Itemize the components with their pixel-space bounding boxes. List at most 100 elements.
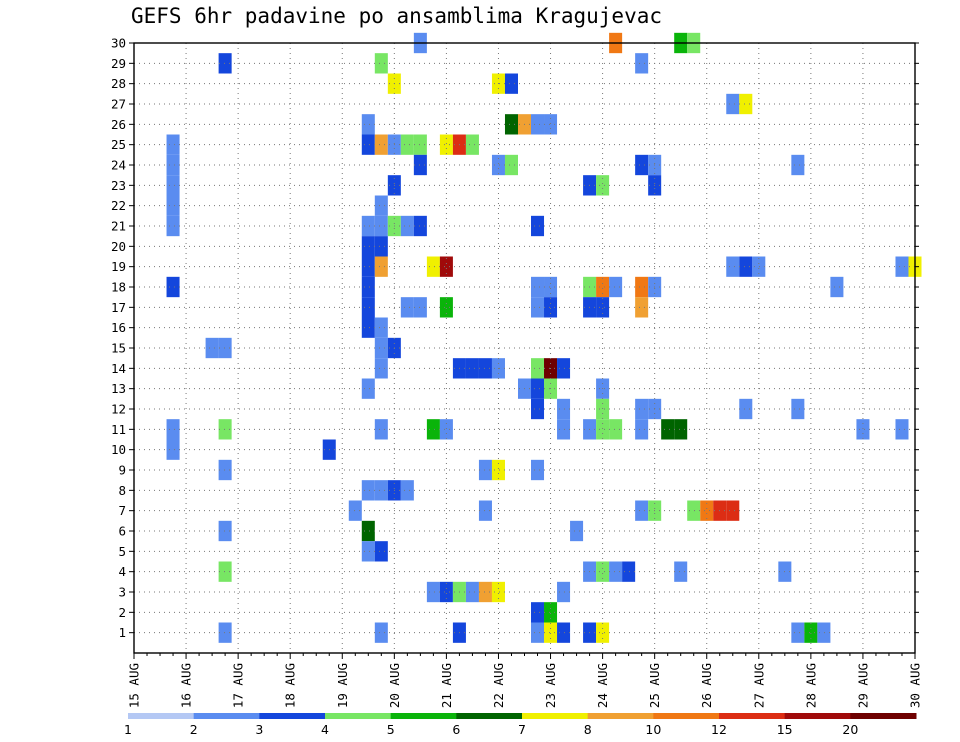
legend-label: 2 [190, 722, 198, 737]
heatmap-cell [361, 256, 375, 277]
heatmap-cell [361, 480, 375, 501]
y-tick-label: 21 [111, 219, 126, 234]
heatmap-cell [557, 419, 571, 440]
y-tick-label: 23 [111, 178, 126, 193]
y-tick-label: 6 [118, 524, 126, 539]
heatmap-cell [544, 114, 558, 135]
legend-swatch [456, 713, 523, 719]
y-tick-label: 30 [111, 36, 126, 51]
heatmap-cell [557, 358, 571, 379]
heatmap-cell [739, 256, 753, 277]
x-tick-label: 17 AUG [231, 663, 246, 708]
heatmap-cell [205, 337, 219, 359]
heatmap-cell [895, 419, 909, 440]
y-tick-label: 12 [111, 402, 126, 417]
heatmap-cell [544, 276, 558, 298]
heatmap-cell [218, 459, 232, 481]
color-legend: 1 2 3 4 5 6 7 8 10 12 15 20 [124, 713, 917, 737]
heatmap-cell [478, 500, 492, 521]
x-tick-label: 27 AUG [751, 663, 766, 708]
heatmap-cell [478, 358, 492, 379]
heatmap-cell [374, 622, 388, 643]
heatmap-cell [570, 520, 584, 542]
heatmap-cell [791, 398, 805, 420]
y-tick-label: 25 [111, 137, 126, 152]
heatmap-cell [830, 276, 844, 298]
heatmap-cell [166, 195, 180, 216]
legend-swatch [193, 713, 260, 719]
y-tick-label: 29 [111, 56, 126, 71]
heatmap-cell [361, 134, 375, 155]
heatmap-cell [804, 622, 818, 643]
heatmap-cell [739, 93, 753, 115]
heatmap-cell [531, 398, 545, 420]
x-tick-label: 24 AUG [595, 663, 610, 708]
heatmap-cell [504, 73, 518, 94]
heatmap-cell [374, 541, 388, 562]
y-tick-label: 28 [111, 76, 126, 91]
x-tick-label: 22 AUG [491, 663, 506, 708]
heatmap-cell [817, 622, 831, 643]
heatmap-cell [687, 500, 701, 521]
x-tick-label: 23 AUG [543, 663, 558, 708]
heatmap-cell [218, 561, 232, 582]
heatmap-cell [635, 500, 649, 521]
heatmap-cell [531, 622, 545, 643]
heatmap-cell [426, 581, 440, 603]
heatmap-cell [596, 561, 610, 582]
heatmap-cell [218, 53, 232, 74]
y-tick-label: 19 [111, 259, 126, 274]
legend-label: 4 [321, 722, 329, 737]
heatmap-cell [557, 622, 571, 643]
heatmap-cell [374, 53, 388, 74]
y-tick-label: 2 [118, 605, 126, 620]
heatmap-cell [166, 419, 180, 440]
y-tick-label: 20 [111, 239, 126, 254]
heatmap-cell [635, 53, 649, 74]
legend-label: 5 [387, 722, 395, 737]
cells-layer [166, 32, 922, 643]
heatmap-cell [426, 256, 440, 277]
x-tick-label: 19 AUG [335, 663, 350, 708]
heatmap-cell [218, 622, 232, 643]
x-tick-label: 18 AUG [283, 663, 298, 708]
heatmap-cell [361, 297, 375, 318]
heatmap-cell [478, 581, 492, 603]
heatmap-cell [504, 154, 518, 176]
heatmap-cell [726, 256, 740, 277]
heatmap-cell [413, 215, 427, 237]
heatmap-cell [166, 134, 180, 155]
heatmap-cell [491, 581, 505, 603]
x-tick-label: 30 AUG [908, 663, 923, 708]
heatmap-cell [374, 317, 388, 338]
legend-swatch [390, 713, 457, 719]
heatmap-cell [413, 297, 427, 318]
heatmap-cell [674, 419, 688, 440]
heatmap-cell [439, 581, 453, 603]
y-tick-label: 26 [111, 117, 126, 132]
x-tick-label: 28 AUG [803, 663, 818, 708]
heatmap-cell [374, 236, 388, 257]
heatmap-cell [531, 459, 545, 481]
heatmap-cell [557, 581, 571, 603]
y-tick-label: 24 [111, 158, 126, 173]
legend-swatch [784, 713, 851, 719]
heatmap-cell [596, 419, 610, 440]
heatmap-cell [166, 439, 180, 460]
legend-swatch [587, 713, 654, 719]
y-tick-label: 10 [111, 442, 126, 457]
y-tick-label: 16 [111, 320, 126, 335]
heatmap-cell [400, 297, 414, 318]
heatmap-cell [635, 276, 649, 298]
heatmap-cell [218, 337, 232, 359]
chart-title: GEFS 6hr padavine po ansamblima Kragujev… [131, 4, 663, 28]
heatmap-cell [491, 154, 505, 176]
heatmap-cell [752, 256, 766, 277]
heatmap-cell [478, 459, 492, 481]
heatmap-cell [361, 276, 375, 298]
heatmap-cell [791, 154, 805, 176]
heatmap-cell [374, 256, 388, 277]
heatmap-cell [895, 256, 909, 277]
x-tick-label: 29 AUG [855, 663, 870, 708]
